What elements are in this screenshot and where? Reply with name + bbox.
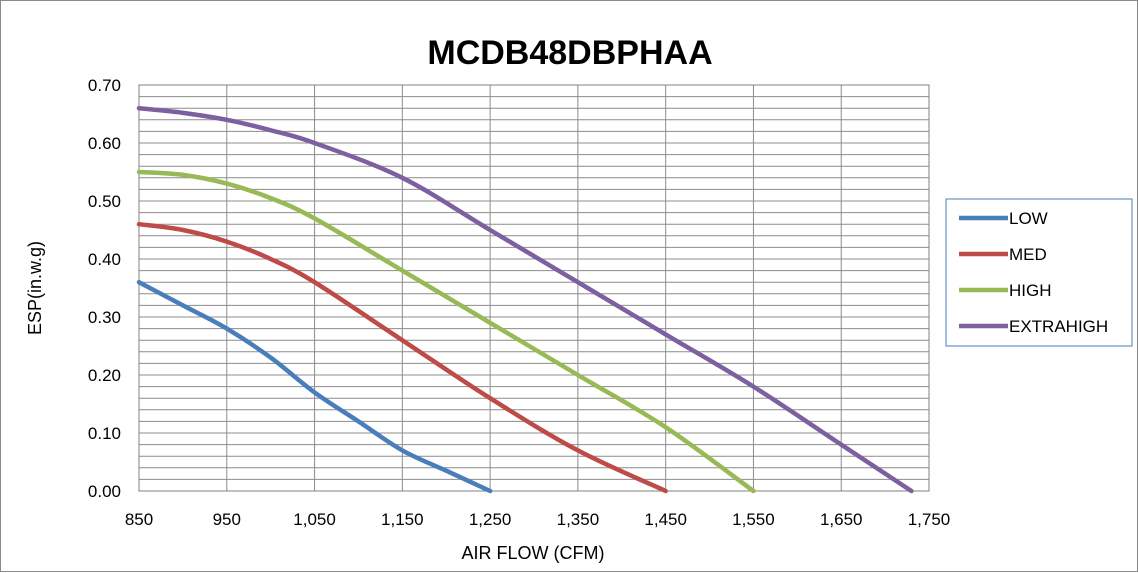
y-tick-label: 0.30 [88,308,121,327]
x-tick-label: 850 [125,510,153,529]
legend-label: HIGH [1009,281,1052,300]
legend-item-high: HIGH [959,281,1052,300]
x-tick-label: 1,750 [908,510,951,529]
series-layer [136,105,914,494]
legend-label: MED [1009,245,1047,264]
y-tick-label: 0.70 [88,76,121,95]
y-tick-label: 0.40 [88,250,121,269]
series-line-extrahigh [136,105,914,494]
series-line-high [136,169,756,494]
x-tick-label: 1,250 [469,510,512,529]
x-axis-label: AIR FLOW (CFM) [462,543,605,563]
legend-label: LOW [1009,209,1048,228]
legend-item-med: MED [959,245,1047,264]
y-tick-label: 0.50 [88,192,121,211]
y-tick-label: 0.60 [88,134,121,153]
x-tick-label: 1,150 [381,510,424,529]
x-tick-label: 1,450 [644,510,687,529]
x-tick-label: 1,350 [557,510,600,529]
series-line-low [136,279,493,494]
grid-lines [138,84,930,492]
y-tick-label: 0.00 [88,482,121,501]
x-tick-label: 1,550 [732,510,775,529]
legend-box [945,198,1133,347]
x-tick-label: 1,050 [293,510,336,529]
plot-area [139,85,929,491]
series-line-med [136,221,668,494]
x-tick-label: 950 [213,510,241,529]
chart-title: MCDB48DBPHAA [427,34,712,72]
y-tick-label: 0.10 [88,424,121,443]
x-tick-label: 1,650 [820,510,863,529]
tick-labels: 0.00 0.10 0.20 0.30 0.40 0.50 0.60 0.70 850 950 1,… [88,76,950,529]
y-axis-label: ESP(in.w.g) [25,241,45,335]
legend-label: EXTRAHIGH [1009,317,1108,336]
legend-item-low: LOW [959,209,1048,228]
plot-border [138,84,930,492]
y-tick-label: 0.20 [88,366,121,385]
legend-item-extrahigh: EXTRAHIGH [959,317,1108,336]
legend: LOW MED HIGH EXTRAHIGH [959,209,1108,336]
